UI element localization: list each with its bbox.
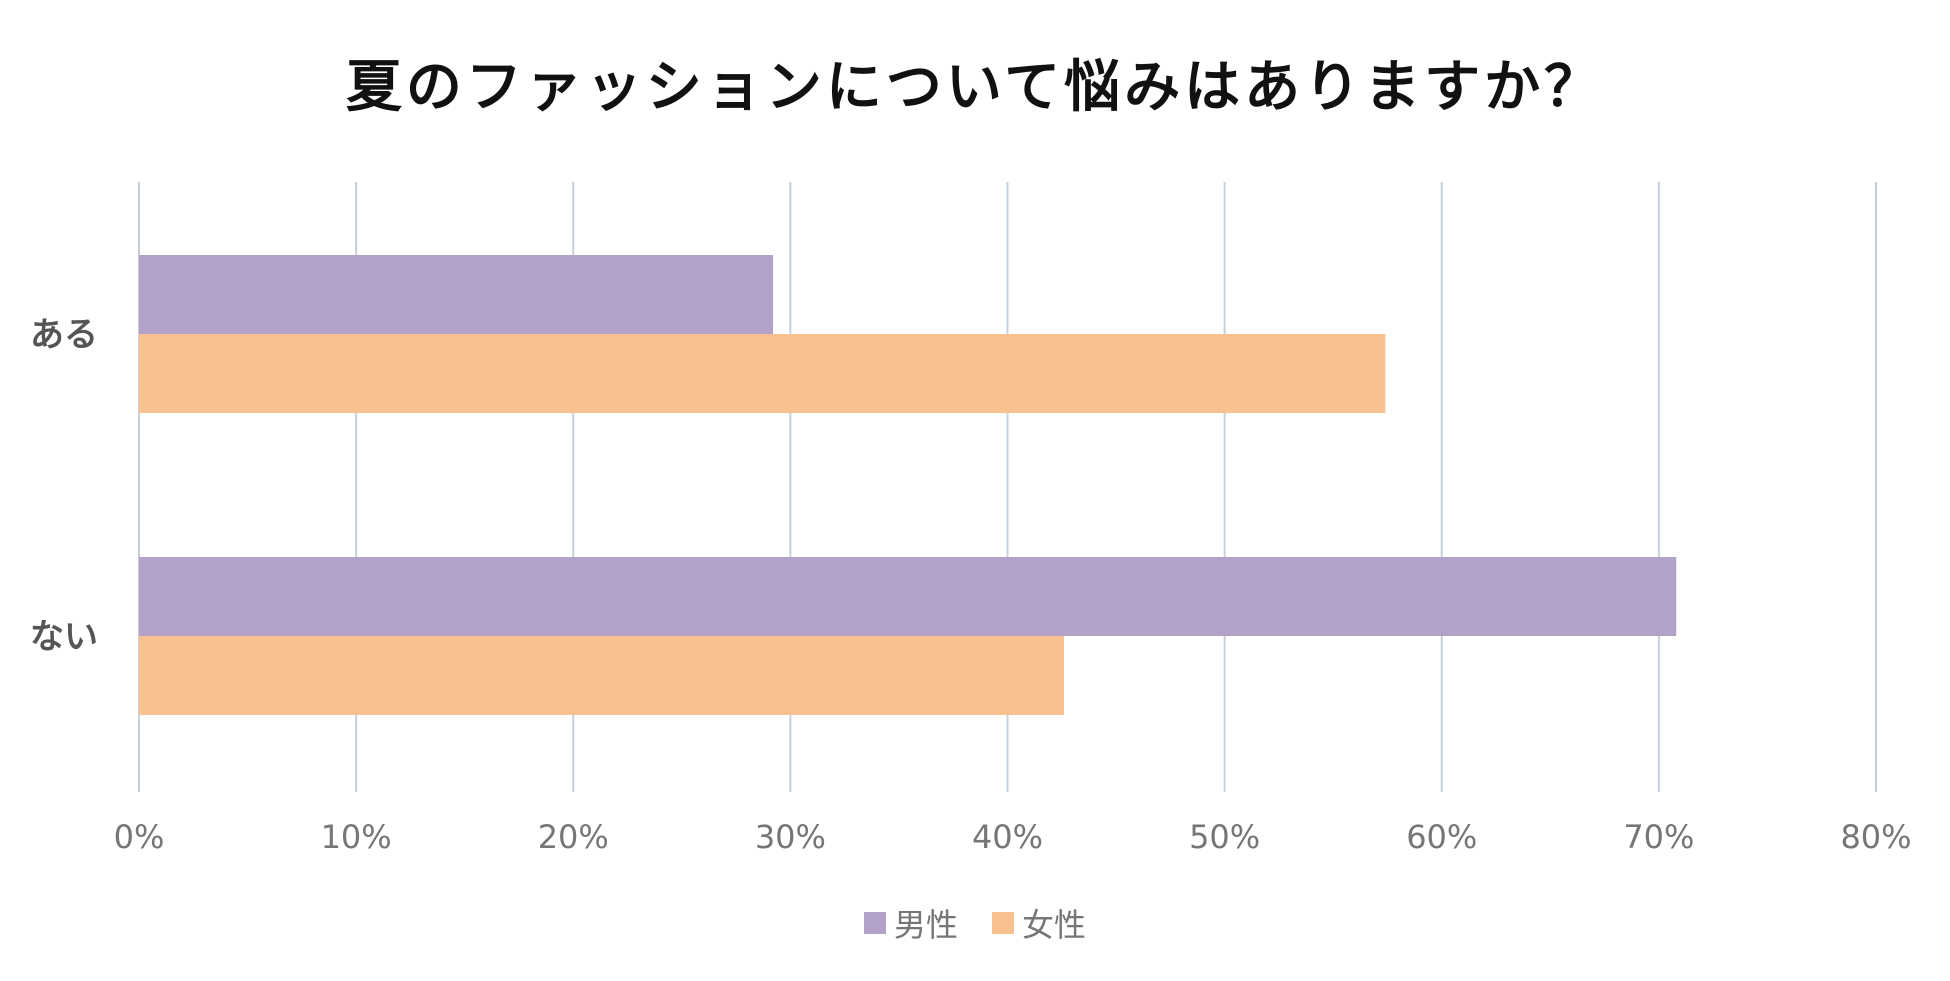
- x-tick-label: 40%: [972, 818, 1043, 856]
- chart-title: 夏のファッションについて悩みはありますか？: [345, 55, 1605, 120]
- bar: [139, 255, 774, 334]
- x-tick-label: 50%: [1189, 818, 1260, 856]
- x-tick-label: 0%: [114, 818, 165, 856]
- category-label: ない: [30, 617, 98, 657]
- x-tick-label: 10%: [321, 818, 392, 856]
- x-tick-label: 30%: [755, 818, 826, 856]
- legend-label: 女性: [1022, 906, 1087, 944]
- legend-item: 女性: [992, 900, 1086, 946]
- bar: [139, 334, 1386, 413]
- legend-swatch: [863, 912, 886, 934]
- x-tick-label: 60%: [1406, 818, 1477, 856]
- x-tick-label: 20%: [538, 818, 609, 856]
- x-tick-label: 70%: [1623, 818, 1694, 856]
- legend-label: 男性: [893, 906, 958, 944]
- legend: 男性 女性: [0, 900, 1950, 946]
- bars: [139, 255, 1677, 715]
- bar: [139, 557, 1677, 636]
- bar: [139, 636, 1064, 715]
- x-tick-label: 80%: [1840, 818, 1911, 856]
- category-label: ある: [30, 315, 98, 355]
- legend-swatch: [992, 912, 1014, 934]
- x-axis-tick-labels: 0% 10% 20% 30% 40% 50% 60% 70% 80%: [114, 818, 1912, 856]
- legend-item: 男性: [863, 900, 958, 946]
